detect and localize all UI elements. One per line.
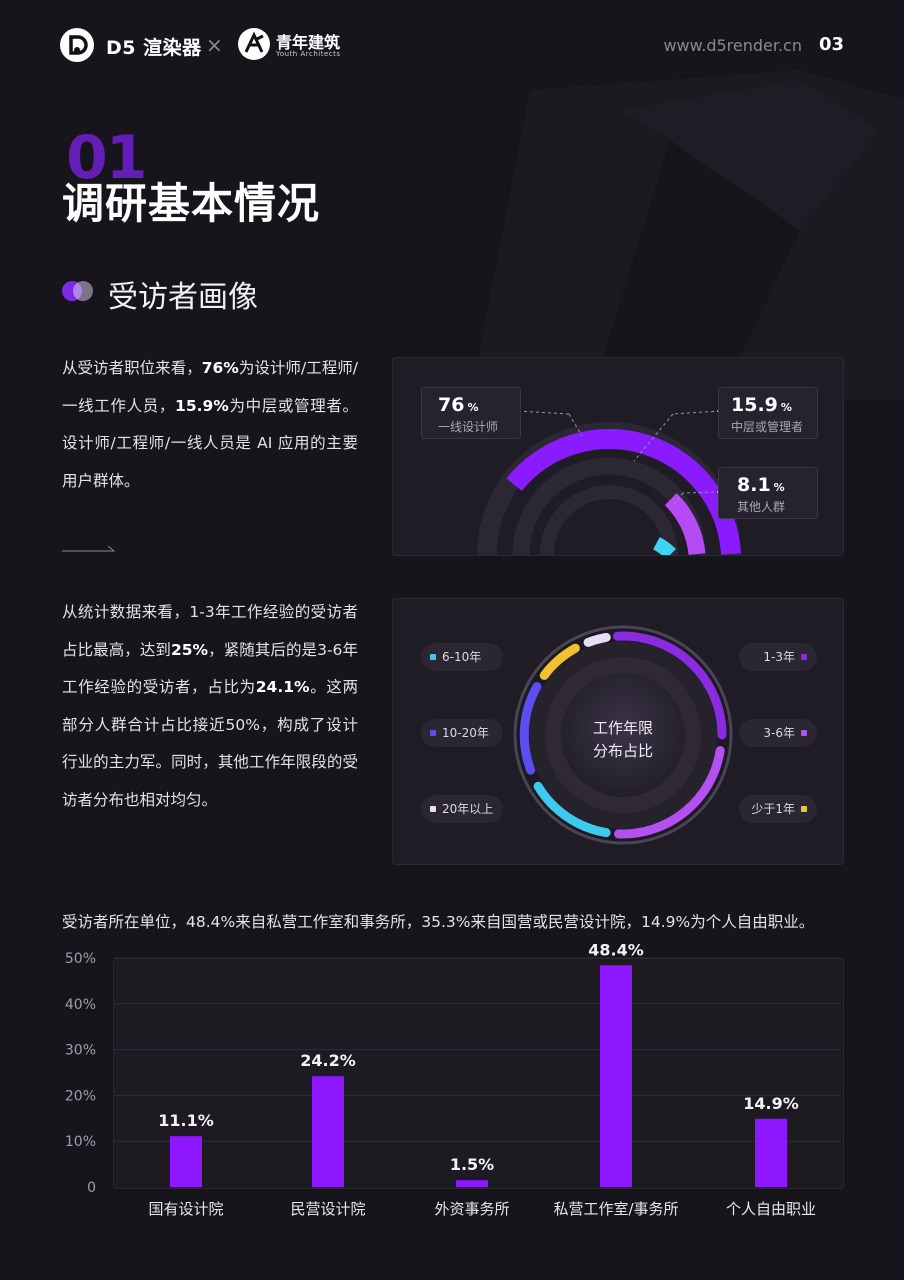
arc-10-20 xyxy=(519,682,542,775)
page-number: 03 xyxy=(818,34,844,55)
page-header: D5 渲染器 × 青年建筑 Youth Architects www.d5ren… xyxy=(60,26,844,66)
position-chart-panel: 76% 一线设计师 15.9% 中层或管理者 8.1% 其他人群 xyxy=(392,357,844,556)
x-category-label: 个人自由职业 xyxy=(726,1200,816,1218)
y-tick-label: 10% xyxy=(65,1134,96,1150)
arc-under-1 xyxy=(539,643,580,680)
bar-value-label: 11.1% xyxy=(158,1111,214,1130)
d5-logo-icon xyxy=(60,28,94,62)
bar xyxy=(312,1076,344,1187)
bar-value-label: 24.2% xyxy=(300,1051,356,1070)
legend-20-plus: 20年以上 xyxy=(421,795,503,823)
experience-center-label: 工作年限 分布占比 xyxy=(592,719,653,760)
y-tick-label: 30% xyxy=(65,1043,96,1059)
x-category-label: 民营设计院 xyxy=(290,1200,365,1218)
bullet-dots-icon xyxy=(62,280,96,302)
bar-value-label: 14.9% xyxy=(743,1094,799,1113)
x-category-label: 国有设计院 xyxy=(148,1200,223,1218)
bar xyxy=(456,1180,488,1187)
legend-3-6: 3-6年 xyxy=(739,719,817,747)
bar xyxy=(755,1118,787,1187)
y-tick-label: 0 xyxy=(87,1180,96,1196)
bar-value-label: 48.4% xyxy=(588,940,644,959)
y-tick-label: 20% xyxy=(65,1088,96,1104)
section-number: 01 xyxy=(66,123,147,193)
brand-separator: × xyxy=(206,33,223,57)
section-title: 调研基本情况 xyxy=(62,179,321,228)
brand-d5-name: D5 渲染器 xyxy=(106,37,202,59)
legend-6-10: 6-10年 xyxy=(421,643,503,671)
subsection-title: 受访者画像 xyxy=(108,280,258,315)
legend-1-3: 1-3年 xyxy=(739,643,817,671)
experience-chart-panel: 工作年限 分布占比 6-10年 10-20年 20年以上 1-3年 3-6年 少… xyxy=(392,598,844,865)
workplace-chart-frame xyxy=(113,958,844,1189)
legend-10-20: 10-20年 xyxy=(421,719,503,747)
tag-middle-mgmt: 15.9% 中层或管理者 xyxy=(718,387,818,439)
position-paragraph: 从受访者职位来看，76%为设计师/工程师/一线工作人员，15.9%为中层或管理者… xyxy=(62,359,358,490)
bar xyxy=(600,965,632,1187)
website-link[interactable]: www.d5render.cn xyxy=(663,36,802,55)
bar-value-label: 1.5% xyxy=(450,1155,494,1174)
ring-other xyxy=(652,537,676,555)
x-category-label: 私营工作室/事务所 xyxy=(553,1200,678,1218)
tag-frontline: 76% 一线设计师 xyxy=(421,387,521,439)
bar xyxy=(170,1136,202,1187)
workplace-intro: 受访者所在单位，48.4%来自私营工作室和事务所，35.3%来自国营或民营设计院… xyxy=(62,913,815,931)
experience-paragraph: 从统计数据来看，1-3年工作经验的受访者占比最高，达到25%，紧随其后的是3-6… xyxy=(62,603,358,809)
arc-3-6 xyxy=(614,746,725,839)
x-category-label: 外资事务所 xyxy=(434,1200,509,1218)
youth-architects-logo-icon xyxy=(238,28,270,60)
brand-youth-architects-name: 青年建筑 xyxy=(276,33,341,52)
arc-20-plus xyxy=(583,632,611,647)
experience-donut xyxy=(513,625,733,845)
position-rings xyxy=(477,408,741,555)
arrow-right-icon xyxy=(62,545,116,552)
brand-youth-architects-sub: Youth Architects xyxy=(276,50,341,58)
y-tick-label: 40% xyxy=(65,997,96,1013)
tag-other: 8.1% 其他人群 xyxy=(718,467,818,519)
y-tick-label: 50% xyxy=(65,951,96,967)
arc-1-3 xyxy=(613,631,727,740)
arc-6-10 xyxy=(533,781,611,838)
legend-under-1: 少于1年 xyxy=(739,795,817,823)
